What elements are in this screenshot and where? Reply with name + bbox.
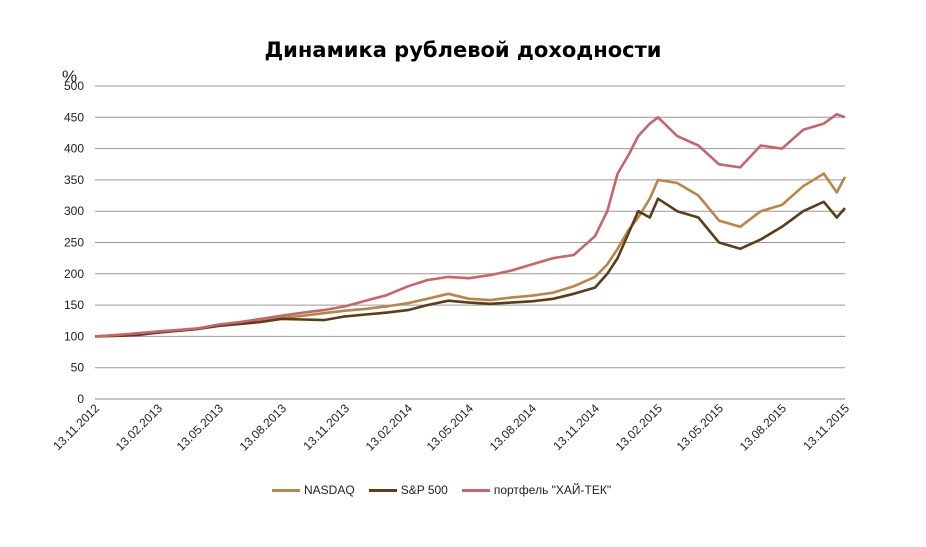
legend-swatch: [272, 488, 300, 492]
x-tick-label: 13.08.2014: [487, 401, 540, 454]
y-tick-label: 450: [64, 110, 84, 124]
x-tick-label: 13.05.2014: [424, 401, 477, 454]
x-tick-label: 13.02.2015: [613, 401, 666, 454]
series-lines: [94, 112, 847, 338]
x-tick-label: 13.05.2015: [674, 401, 727, 454]
y-tick-label: 250: [64, 236, 84, 250]
x-tick-label: 13.05.2013: [174, 401, 227, 454]
series-line-0: [94, 172, 847, 338]
y-tick-label: 150: [64, 298, 84, 312]
legend-swatch: [461, 488, 490, 492]
y-tick-label: 50: [71, 361, 85, 375]
y-tick-label: 400: [64, 142, 84, 156]
x-tick-label: 13.11.2015: [800, 401, 852, 453]
x-tick-label: 13.11.2013: [300, 401, 352, 453]
legend-label: NASDAQ: [304, 483, 355, 497]
legend-label: портфель "ХАЙ-ТЕК": [493, 483, 612, 497]
legend-item-nasdaq: NASDAQ: [272, 483, 355, 497]
x-tick-label: 13.02.2013: [113, 401, 166, 454]
series-line-1: [94, 197, 846, 338]
x-tick-label: 13.11.2012: [50, 401, 102, 453]
legend-item-sp500: S&P 500: [368, 483, 448, 497]
x-tick-label: 13.08.2015: [737, 401, 790, 454]
legend-label: S&P 500: [400, 483, 448, 497]
y-tick-label: 200: [64, 267, 84, 281]
x-tick-label: 13.11.2014: [550, 401, 602, 453]
gridlines: [95, 85, 845, 400]
x-tick-label: 13.08.2013: [237, 401, 290, 454]
series-line-2: [94, 112, 846, 338]
y-tick-label: 500: [64, 79, 84, 93]
x-axis-ticks: 13.11.2012 13.02.2013 13.05.2013 13.08.2013…: [50, 401, 852, 454]
legend-item-portfolio: портфель "ХАЙ-ТЕК": [461, 483, 612, 497]
x-tick-label: 13.02.2014: [363, 401, 416, 454]
legend-swatch: [368, 488, 397, 492]
chart-title: Динамика рублевой доходности: [264, 38, 662, 62]
y-tick-label: 300: [64, 204, 84, 218]
y-axis-ticks: 0 50 100 150 200 250 300 350 400 450 500: [64, 79, 84, 406]
legend: NASDAQ S&P 500 портфель "ХАЙ-ТЕК": [272, 483, 625, 497]
y-tick-label: 350: [64, 173, 84, 187]
y-tick-label: 100: [64, 329, 84, 343]
y-axis-label: %: [62, 67, 77, 86]
y-tick-label: 0: [77, 392, 84, 406]
